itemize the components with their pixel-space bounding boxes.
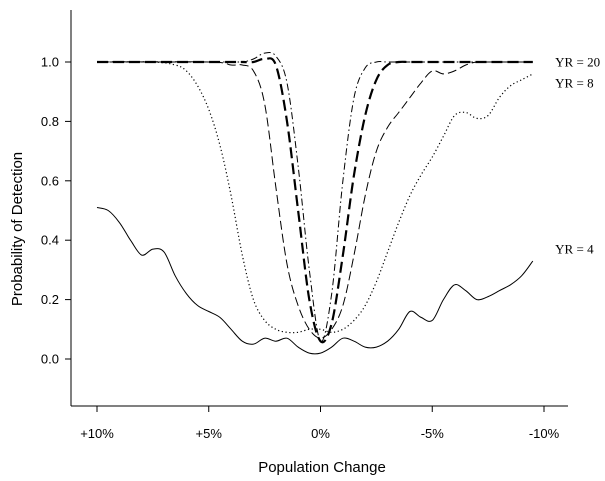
series-layer [96, 52, 534, 355]
x-axis-title: Population Change [258, 459, 386, 476]
y-tick-label: 0.4 [41, 233, 59, 248]
y-tick-label: 0.6 [41, 173, 59, 188]
series-annotation: YR = 8 [555, 75, 593, 90]
ticks-layer: 0.0 0.2 0.4 0.6 0.8 1.0 +10% +5% 0% -5% -10% [41, 55, 560, 442]
y-tick-label: 0.0 [41, 352, 59, 367]
y-tick-label: 0.8 [41, 114, 59, 129]
x-tick-label: +10% [80, 426, 114, 441]
annotation-layer: YR = 20 YR = 8 YR = 4 [555, 55, 600, 257]
series-line-dashdot [97, 52, 533, 342]
series-annotation: YR = 20 [555, 55, 600, 70]
y-tick-label: 1.0 [41, 55, 59, 70]
series-annotation: YR = 4 [555, 242, 594, 257]
y-tick-label: 0.2 [41, 292, 59, 307]
x-tick-label: -5% [421, 426, 445, 441]
series-line-dashed-thick [97, 57, 533, 344]
x-tick-label: -10% [529, 426, 560, 441]
x-tick-label: 0% [311, 426, 330, 441]
y-axis-title: Probability of Detection [9, 152, 26, 306]
series-line-dashed-thin [96, 61, 533, 339]
axes-layer [70, 10, 568, 407]
series-line-solid [96, 207, 534, 355]
x-tick-label: +5% [196, 426, 223, 441]
